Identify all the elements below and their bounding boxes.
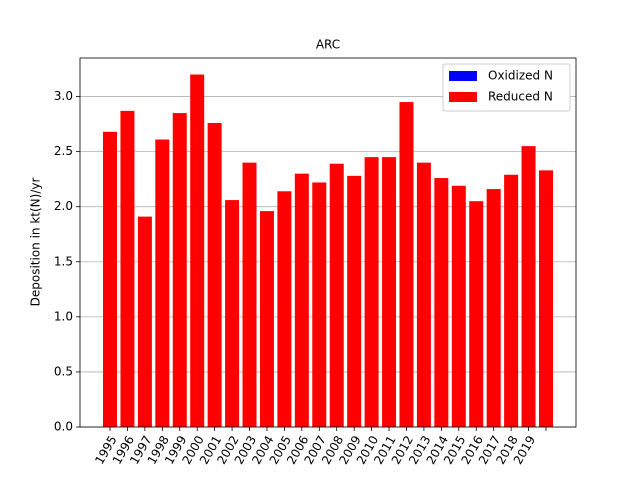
bar-segment	[172, 113, 187, 428]
bar-segment	[242, 162, 257, 427]
bar-segment	[120, 110, 135, 427]
y-tick-label: 0.5	[54, 364, 73, 378]
bar-segment	[399, 102, 414, 428]
y-tick-label: 0.0	[54, 420, 73, 434]
bar-segment	[207, 122, 222, 427]
bar-segment	[259, 211, 274, 427]
bar-segment	[521, 146, 536, 428]
y-tick-label: 2.0	[54, 199, 73, 213]
bar-segment	[294, 173, 309, 427]
legend-swatch	[449, 92, 477, 102]
bar-segment	[190, 74, 205, 427]
bar-segment	[539, 170, 553, 427]
y-tick-label: 2.5	[54, 144, 73, 158]
bar-segment	[103, 131, 117, 428]
bar-segment	[416, 162, 431, 427]
bar-segment	[504, 174, 519, 427]
bar-segment	[312, 182, 327, 427]
bar-segment	[486, 189, 501, 427]
bar-segment	[434, 178, 449, 427]
bar-segment	[347, 175, 362, 427]
bar-segment	[382, 157, 397, 427]
bar-segment	[225, 200, 240, 427]
legend-label: Oxidized N	[488, 69, 553, 83]
plot-frame	[79, 57, 577, 428]
bar-segment	[364, 157, 379, 427]
bar-segment	[277, 191, 292, 427]
y-tick-label: 1.0	[54, 309, 73, 323]
bar-segment	[329, 163, 344, 427]
chart-title: ARC	[316, 38, 340, 52]
bar-segment	[137, 216, 152, 427]
bar-segment	[155, 139, 170, 428]
legend-label: Reduced N	[488, 90, 553, 104]
legend-swatch	[449, 71, 477, 81]
bar-segment	[451, 185, 466, 427]
y-tick-label: 3.0	[54, 89, 73, 103]
bar-segment	[469, 201, 484, 427]
y-tick-label: 1.5	[54, 254, 73, 268]
y-axis-label: Deposition in kt(N)/yr	[29, 178, 43, 307]
